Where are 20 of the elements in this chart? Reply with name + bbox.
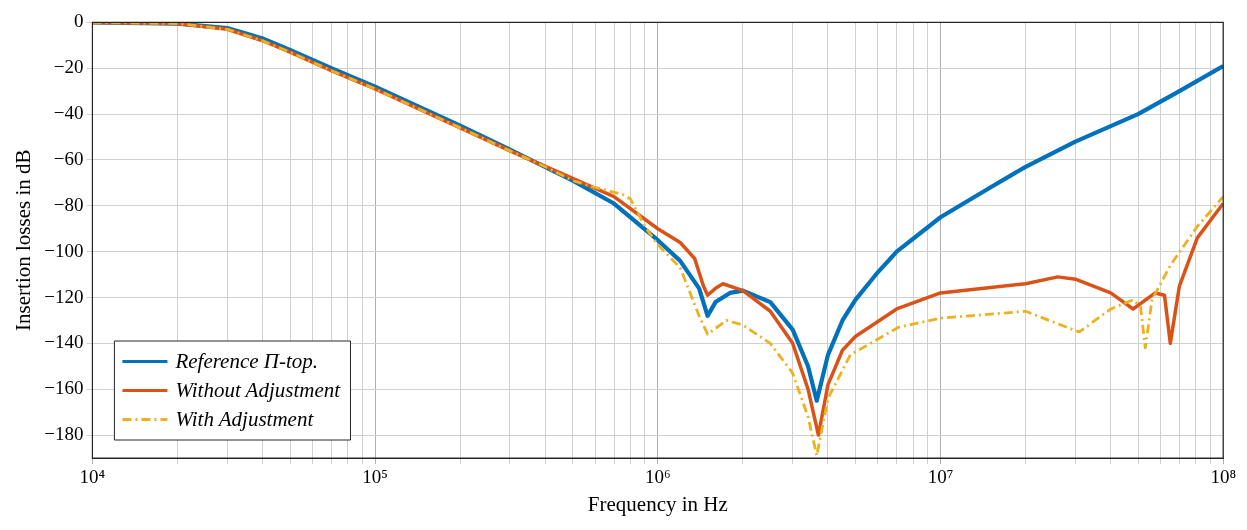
y-tick-label: 0: [73, 10, 84, 32]
y-tick-label: −100: [44, 239, 84, 261]
x-axis-title: Frequency in Hz: [587, 491, 728, 516]
legend-label: With Adjustment: [175, 407, 315, 432]
y-tick-label: −160: [44, 377, 84, 399]
x-tick-label: 10⁵: [362, 466, 388, 488]
y-tick-label: −40: [53, 102, 84, 124]
x-tick-label: 10⁴: [79, 466, 106, 488]
y-tick-label: −60: [53, 147, 84, 169]
x-tick-label: 10⁸: [1210, 466, 1236, 488]
y-tick-label: −180: [44, 423, 84, 445]
x-tick-label: 10⁷: [927, 466, 954, 488]
x-tick-label: 10⁶: [644, 466, 671, 488]
legend-label: Reference Π-top.: [174, 349, 319, 374]
y-tick-label: −140: [44, 331, 84, 353]
legend-label: Without Adjustment: [175, 378, 342, 403]
y-tick-label: −80: [53, 193, 84, 215]
y-tick-label: −120: [44, 285, 84, 307]
y-axis-title: Insertion losses in dB: [11, 149, 36, 331]
y-tick-label: −20: [53, 56, 84, 78]
